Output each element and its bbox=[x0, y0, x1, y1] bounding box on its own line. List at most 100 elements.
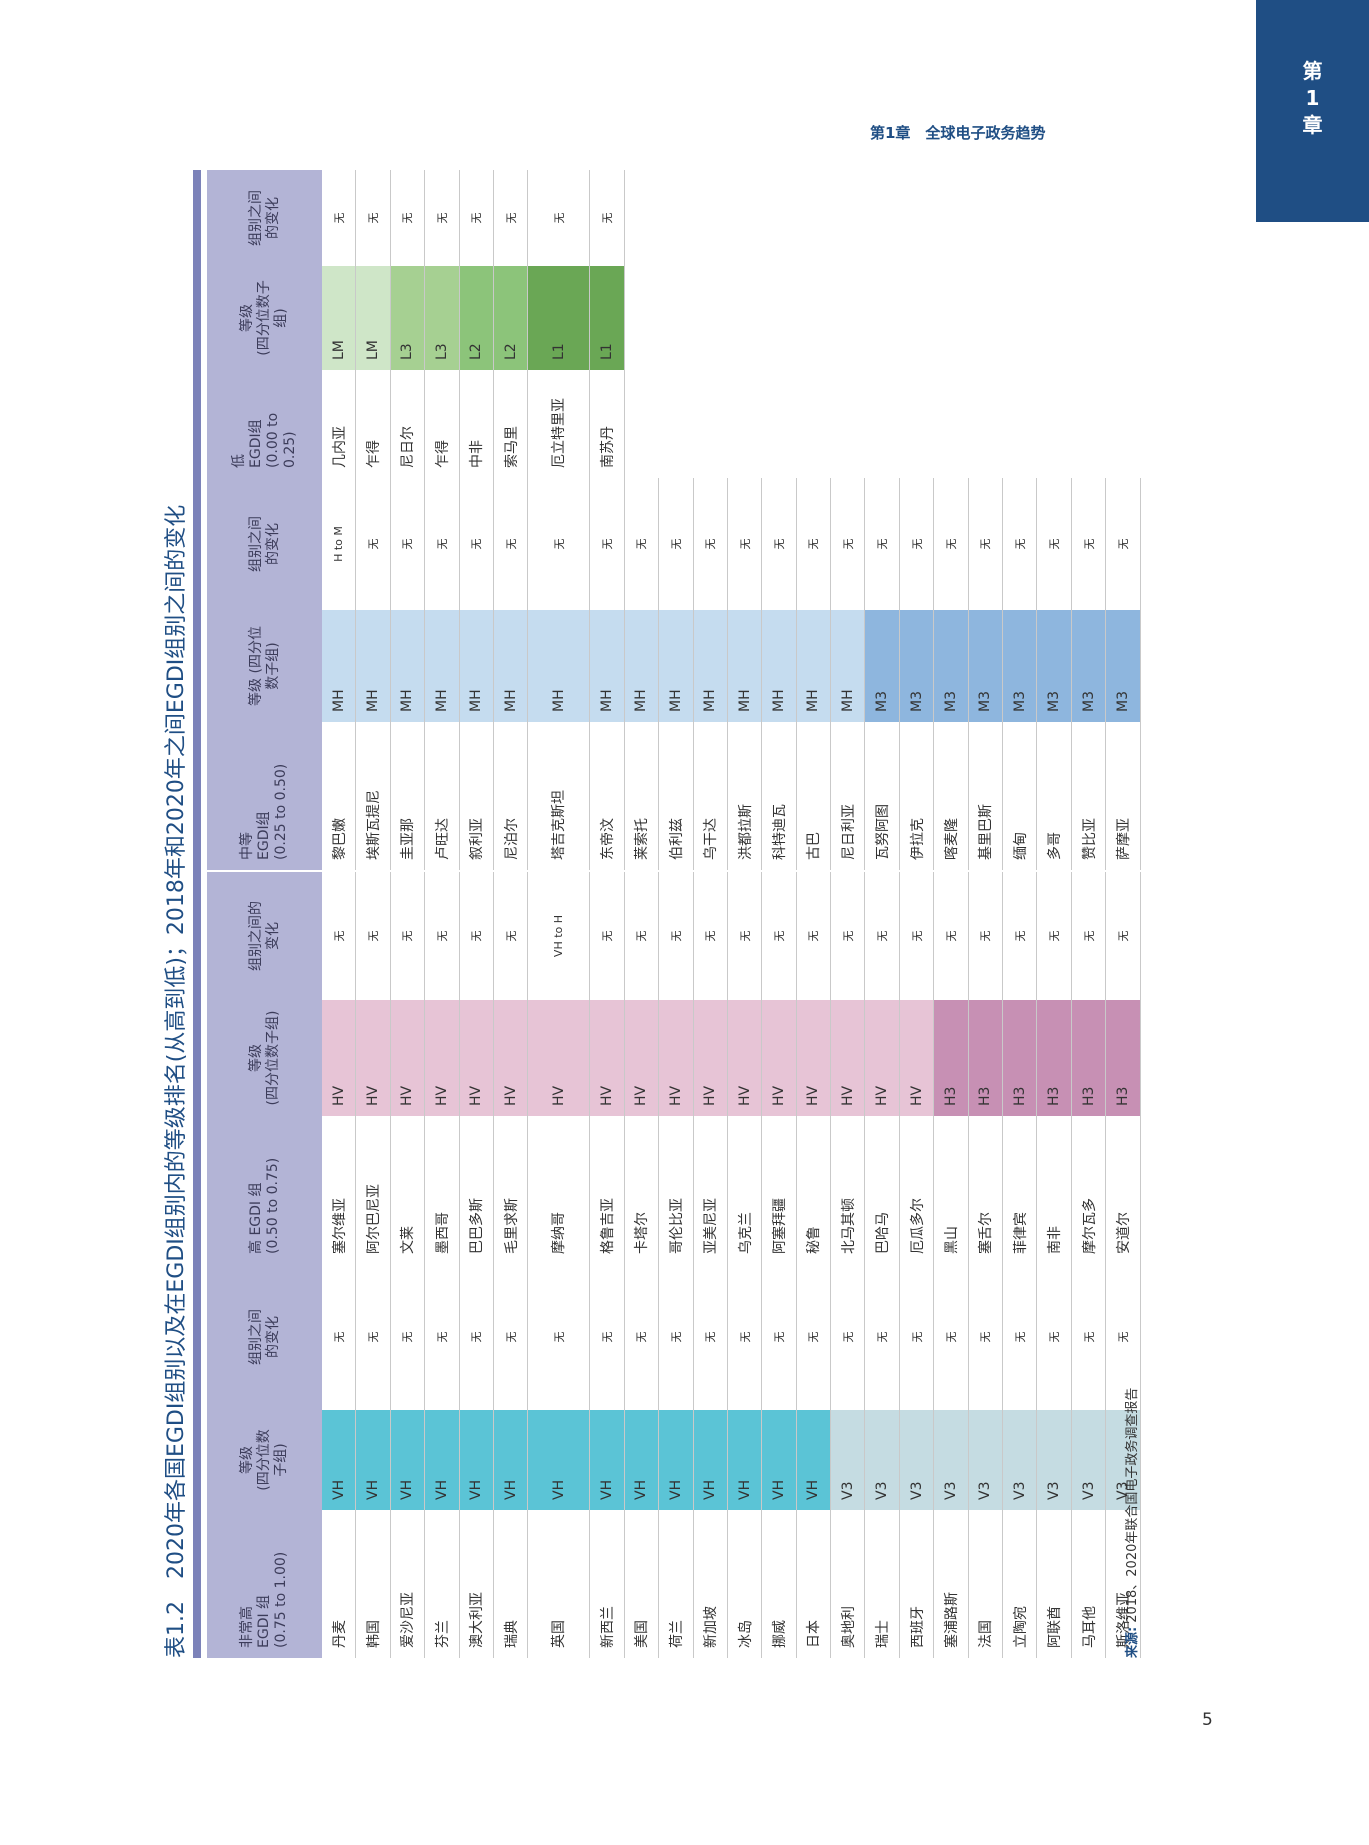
rating-cell: MH bbox=[624, 610, 659, 722]
rating-cell: HV bbox=[831, 1000, 865, 1116]
country-cell: 乍得 bbox=[434, 440, 451, 468]
rating-cell: MH bbox=[356, 610, 390, 722]
change-cell: 无 bbox=[772, 538, 786, 550]
rating-cell: L3 bbox=[390, 266, 425, 370]
change-cell: 无 bbox=[601, 538, 615, 550]
table-row: 科特迪瓦 MH 无 bbox=[762, 478, 797, 870]
table-row: 阿联酋 V3 无 bbox=[1037, 1264, 1072, 1658]
country-cell: 卡塔尔 bbox=[634, 1212, 651, 1254]
change-cell: 无 bbox=[332, 930, 346, 942]
country-cell: 安道尔 bbox=[1115, 1212, 1132, 1254]
table-row: 安道尔 H3 无 bbox=[1106, 872, 1141, 1264]
country-cell: 塞舌尔 bbox=[978, 1212, 995, 1254]
change-cell: 无 bbox=[401, 1331, 415, 1343]
change-cell: 无 bbox=[601, 930, 615, 942]
rating-cell: HV bbox=[425, 1000, 459, 1116]
country-cell: 多哥 bbox=[1047, 832, 1064, 860]
table-row: 厄立特里亚 L1 无 bbox=[528, 170, 591, 478]
country-cell: 文莱 bbox=[400, 1226, 417, 1254]
rating-cell: MH bbox=[459, 610, 493, 722]
header-rating: 等级 (四分位数 子组) bbox=[207, 1410, 322, 1510]
table-row: 伯利兹 MH 无 bbox=[659, 478, 694, 870]
table-row: 洪都拉斯 MH 无 bbox=[727, 478, 763, 870]
country-cell: 阿尔巴尼亚 bbox=[366, 1184, 383, 1254]
rating-cell: HV bbox=[493, 1000, 528, 1116]
table-row: 乍得 LM 无 bbox=[356, 170, 391, 478]
change-cell: H to M bbox=[332, 526, 346, 562]
country-cell: 墨西哥 bbox=[434, 1212, 451, 1254]
header-rating: 等级 (四分位 数子组) bbox=[207, 610, 322, 722]
change-cell: 无 bbox=[841, 1331, 855, 1343]
country-cell: 尼日尔 bbox=[400, 426, 417, 468]
very-high-egdi-group: 非常高 EGDI 组 (0.75 to 1.00) 等级 (四分位数 子组) 组别之… bbox=[207, 1264, 1141, 1658]
table-row: 马耳他 V3 无 bbox=[1071, 1264, 1107, 1658]
header-row: 高 EGDI 组 (0.50 to 0.75) 等级 (四分位数子组) 组别之间的 … bbox=[207, 872, 322, 1264]
rating-cell: MH bbox=[796, 610, 831, 722]
table-row: 新加坡 VH 无 bbox=[693, 1264, 728, 1658]
table-row: 哥伦比亚 HV 无 bbox=[659, 872, 694, 1264]
country-cell: 巴哈马 bbox=[875, 1212, 892, 1254]
table-row: 厄瓜多尔 HV 无 bbox=[899, 872, 935, 1264]
rating-cell: L1 bbox=[590, 266, 624, 370]
change-cell: 无 bbox=[435, 538, 449, 550]
country-cell: 厄瓜多尔 bbox=[909, 1198, 926, 1254]
change-cell: 无 bbox=[944, 930, 958, 942]
change-cell: 无 bbox=[470, 930, 484, 942]
rating-cell: V3 bbox=[865, 1410, 899, 1510]
rating-cell: HV bbox=[356, 1000, 390, 1116]
table-row: 东帝汶 MH 无 bbox=[590, 478, 625, 870]
table-row: 荷兰 VH 无 bbox=[659, 1264, 694, 1658]
table-row: 菲律宾 H3 无 bbox=[1003, 872, 1038, 1264]
table-row: 尼日尔 L3 无 bbox=[390, 170, 426, 478]
header-row: 低 EGDI组 (0.00 to 0.25) 等级 (四分位数子 组) 组别之间 的… bbox=[207, 170, 322, 478]
change-cell: 无 bbox=[470, 538, 484, 550]
table-row: 几内亚 LM 无 bbox=[322, 170, 357, 478]
country-cell: 乍得 bbox=[366, 440, 383, 468]
table-row: 墨西哥 HV 无 bbox=[425, 872, 460, 1264]
country-cell: 日本 bbox=[806, 1620, 823, 1648]
country-cell: 摩尔瓦多 bbox=[1081, 1198, 1098, 1254]
table-row: 塞尔维亚 HV 无 bbox=[322, 872, 357, 1264]
rating-cell: MH bbox=[322, 610, 356, 722]
table-row: 古巴 MH 无 bbox=[796, 478, 832, 870]
change-cell: 无 bbox=[552, 538, 566, 550]
rating-cell: VH bbox=[356, 1410, 390, 1510]
country-cell: 美国 bbox=[634, 1620, 651, 1648]
chapter-tab-line2: 1 bbox=[1305, 86, 1320, 110]
country-cell: 尼泊尔 bbox=[503, 818, 520, 860]
country-cell: 毛里求斯 bbox=[503, 1198, 520, 1254]
country-cell: 伊拉克 bbox=[909, 818, 926, 860]
table-row: 巴巴多斯 HV 无 bbox=[459, 872, 494, 1264]
change-cell: 无 bbox=[979, 1331, 993, 1343]
rating-cell: MH bbox=[493, 610, 528, 722]
change-cell: 无 bbox=[332, 1331, 346, 1343]
rating-cell: M3 bbox=[1106, 610, 1140, 722]
change-cell: 无 bbox=[367, 930, 381, 942]
country-cell: 奥地利 bbox=[840, 1606, 857, 1648]
change-cell: 无 bbox=[944, 538, 958, 550]
change-cell: 无 bbox=[910, 1331, 924, 1343]
table-row: 黎巴嫩 MH H to M bbox=[322, 478, 357, 870]
country-cell: 古巴 bbox=[806, 832, 823, 860]
rating-cell: V3 bbox=[1037, 1410, 1071, 1510]
rating-cell: M3 bbox=[968, 610, 1003, 722]
header-group: 高 EGDI 组 (0.50 to 0.75) bbox=[207, 1116, 322, 1264]
table-row: 卢旺达 MH 无 bbox=[425, 478, 460, 870]
country-cell: 北马其顿 bbox=[840, 1198, 857, 1254]
rating-cell: HV bbox=[727, 1000, 762, 1116]
change-cell: 无 bbox=[1116, 930, 1130, 942]
rating-cell: V3 bbox=[934, 1410, 968, 1510]
change-cell: 无 bbox=[1013, 1331, 1027, 1343]
country-cell: 西班牙 bbox=[909, 1606, 926, 1648]
change-cell: 无 bbox=[1048, 930, 1062, 942]
country-cell: 澳大利亚 bbox=[469, 1592, 486, 1648]
change-cell: 无 bbox=[332, 212, 346, 224]
table-row: 莱索托 MH 无 bbox=[624, 478, 660, 870]
table-row: 冰岛 VH 无 bbox=[727, 1264, 763, 1658]
rating-cell: H3 bbox=[1106, 1000, 1140, 1116]
table-row: 喀麦隆 M3 无 bbox=[934, 478, 969, 870]
change-cell: 无 bbox=[435, 930, 449, 942]
rating-cell: VH bbox=[590, 1410, 624, 1510]
rating-cell: VH bbox=[727, 1410, 762, 1510]
source-note: 来源: 2018、2020年联合国电子政务调查报告 bbox=[1121, 1388, 1140, 1658]
